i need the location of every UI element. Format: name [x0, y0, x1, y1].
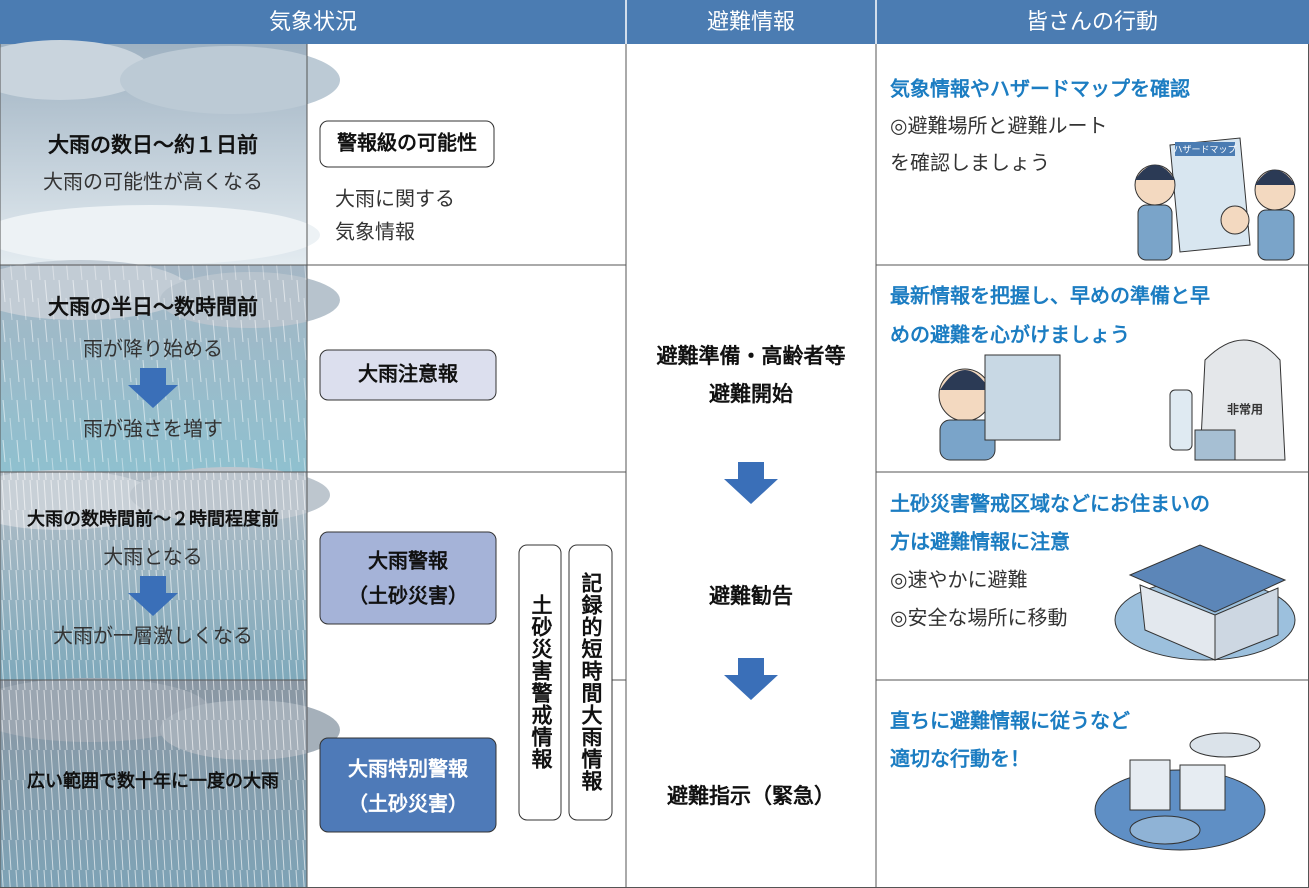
illustration-emergency-kit: 非常用 — [938, 339, 1286, 461]
action-heading: 適切な行動を！ — [890, 747, 1030, 771]
weather-line: 雨が強さを増す — [83, 417, 223, 441]
down-arrow — [724, 462, 778, 504]
warning-note: 大雨に関する — [335, 187, 455, 211]
down-arrow — [724, 658, 778, 700]
header-label: 気象状況 — [269, 10, 357, 35]
weather-title: 広い範囲で数十年に一度の大雨 — [27, 770, 279, 792]
illustration-label: ハザードマップ — [1173, 145, 1236, 156]
weather-line: 雨が降り始める — [83, 337, 223, 361]
illustration-hazard-map: ハザードマップ — [1134, 137, 1296, 261]
weather-title: 大雨の数時間前〜２時間程度前 — [27, 508, 279, 530]
sky-backgrounds — [0, 40, 340, 888]
warning-label: 大雨特別警報 — [348, 757, 469, 781]
warning-box — [319, 737, 497, 833]
action-body: を確認しましょう — [890, 151, 1050, 175]
action-heading: 方は避難情報に注意 — [890, 530, 1070, 554]
vertical-info-box — [568, 544, 613, 821]
action-heading: 気象情報やハザードマップを確認 — [890, 77, 1190, 101]
warning-note: 気象情報 — [335, 220, 415, 244]
header-label: 避難情報 — [707, 10, 795, 35]
warning-box — [319, 120, 495, 168]
illustration-flood — [1094, 732, 1266, 851]
warning-label: （土砂災害） — [348, 792, 468, 816]
illustration-label: 非常用 — [1227, 402, 1263, 417]
header-label: 皆さんの行動 — [1026, 10, 1158, 35]
action-heading: 土砂災害警戒区域などにお住まいの — [890, 492, 1210, 516]
action-heading: 最新情報を把握し、早めの準備と早 — [890, 284, 1210, 308]
warning-label: （土砂災害） — [348, 584, 468, 608]
action-heading: 直ちに避難情報に従うなど — [890, 709, 1130, 733]
illustration-flooded-house — [1114, 544, 1296, 661]
warning-label: 警報級の可能性 — [337, 131, 477, 155]
evacuation-label: 避難準備・高齢者等 — [657, 344, 846, 368]
vertical-info-box — [518, 544, 562, 821]
action-body: ◎避難場所と避難ルート — [890, 114, 1107, 138]
action-body: ◎速やかに避難 — [890, 568, 1027, 592]
action-body: ◎安全な場所に移動 — [890, 606, 1067, 630]
weather-line: 大雨の可能性が高くなる — [43, 170, 263, 194]
vertical-info-label: 土砂災害警戒情報 — [529, 594, 554, 770]
weather-line: 大雨となる — [103, 545, 202, 569]
down-arrow — [128, 368, 178, 408]
warning-label: 大雨警報 — [368, 549, 449, 573]
weather-title: 大雨の半日〜数時間前 — [48, 295, 258, 319]
warning-box — [319, 349, 497, 401]
vertical-info-label: 記録的短時間大雨情報 — [579, 571, 603, 792]
down-arrow — [128, 576, 178, 616]
evacuation-label: 避難勧告 — [709, 584, 793, 608]
header-bar — [0, 0, 1309, 44]
warning-box — [319, 531, 497, 625]
weather-title: 大雨の数日〜約１日前 — [48, 133, 258, 157]
warning-label: 大雨注意報 — [358, 362, 459, 386]
action-heading: めの避難を心がけましょう — [890, 323, 1130, 347]
evacuation-label: 避難指示（緊急） — [667, 784, 835, 808]
evacuation-label: 避難開始 — [709, 382, 793, 406]
weather-line: 大雨が一層激しくなる — [53, 624, 253, 648]
